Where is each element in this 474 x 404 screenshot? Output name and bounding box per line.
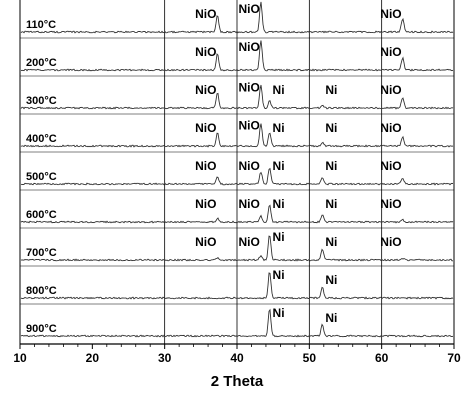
diffraction-trace <box>20 272 454 300</box>
peak-label: NiO <box>380 159 401 173</box>
peak-label: Ni <box>273 268 285 282</box>
x-tick-label: 40 <box>230 351 244 365</box>
temperature-label: 110°C <box>26 19 56 31</box>
peak-label: Ni <box>325 121 337 135</box>
peak-label: Ni <box>273 83 285 97</box>
peak-label: Ni <box>273 159 285 173</box>
temperature-label: 800°C <box>26 285 57 297</box>
x-axis-title: 2 Theta <box>211 373 264 390</box>
x-tick-label: 60 <box>375 351 389 365</box>
peak-label: NiO <box>239 40 260 54</box>
peak-label: Ni <box>325 235 337 249</box>
diffraction-trace <box>20 84 454 110</box>
peak-label: NiO <box>380 197 401 211</box>
peak-label: NiO <box>239 197 260 211</box>
peak-label: NiO <box>195 159 216 173</box>
x-tick-label: 70 <box>447 351 461 365</box>
temperature-labels: 110°C 200°C 300°C 400°C 500°C 600°C 700°C 800°C… <box>26 19 57 335</box>
temperature-label: 400°C <box>26 133 57 145</box>
peak-label: NiO <box>239 81 260 95</box>
peak-label: Ni <box>273 306 285 320</box>
x-tick-label: 20 <box>86 351 100 365</box>
temperature-label: 500°C <box>26 171 57 183</box>
peak-label: NiO <box>239 235 260 249</box>
x-tick-label: 10 <box>13 351 27 365</box>
temperature-label: 700°C <box>26 247 57 259</box>
temperature-label: 200°C <box>26 57 57 69</box>
peak-label: NiO <box>239 2 260 16</box>
peak-label: Ni <box>273 230 285 244</box>
peak-label: Ni <box>325 311 337 325</box>
diffraction-trace <box>20 308 454 338</box>
peak-label: NiO <box>195 45 216 59</box>
temperature-label: 600°C <box>26 209 57 221</box>
peak-label: Ni <box>273 121 285 135</box>
temperature-label: 300°C <box>26 95 57 107</box>
x-tick-label: 30 <box>158 351 172 365</box>
peak-label: NiO <box>380 7 401 21</box>
diffraction-trace <box>20 1 454 34</box>
temperature-label: 900°C <box>26 323 57 335</box>
x-tick-label: 50 <box>303 351 317 365</box>
gridlines <box>164 0 383 344</box>
peak-label: Ni <box>325 83 337 97</box>
diffraction-trace <box>20 204 454 224</box>
diffraction-trace <box>20 167 454 186</box>
diffraction-trace <box>20 123 454 148</box>
peak-label: NiO <box>195 83 216 97</box>
diffraction-trace <box>20 40 454 72</box>
peak-label: NiO <box>380 83 401 97</box>
peak-label: NiO <box>195 235 216 249</box>
peak-label: Ni <box>273 197 285 211</box>
peak-label: NiO <box>380 121 401 135</box>
peak-label: Ni <box>325 273 337 287</box>
traces <box>20 1 454 338</box>
peak-label: NiO <box>380 45 401 59</box>
peak-labels: NiO NiO NiO NiO NiO NiO NiO NiO Ni Ni NiO NiO NiO Ni N… <box>195 2 402 325</box>
peak-label: Ni <box>325 197 337 211</box>
peak-label: NiO <box>195 7 216 21</box>
x-axis: 10 20 30 40 50 60 70 <box>13 344 461 365</box>
peak-label: NiO <box>380 235 401 249</box>
peak-label: NiO <box>239 159 260 173</box>
peak-label: NiO <box>195 197 216 211</box>
panel-separators <box>20 37 454 305</box>
peak-label: NiO <box>239 119 260 133</box>
peak-label: Ni <box>325 159 337 173</box>
peak-label: NiO <box>195 121 216 135</box>
diffraction-trace <box>20 235 453 262</box>
